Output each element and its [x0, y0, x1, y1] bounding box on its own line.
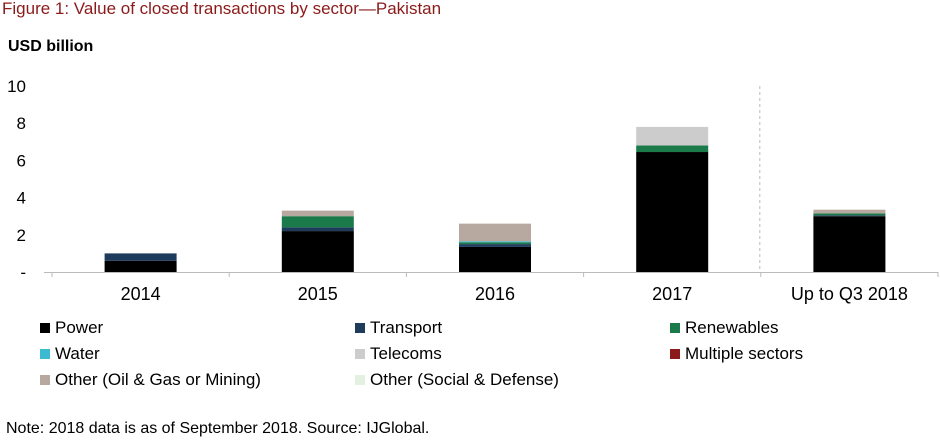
legend-item: Transport — [355, 318, 670, 338]
bar-segment — [636, 152, 709, 272]
legend-swatch — [670, 323, 680, 333]
legend-swatch — [355, 349, 365, 359]
y-axis-ticks: - 2 4 6 8 10 — [7, 77, 26, 282]
legend-item: Renewables — [670, 318, 920, 338]
stacked-bar-chart: - 2 4 6 8 10 2014 2015 2016 2017 Up to Q3 2018 — [7, 77, 939, 304]
y-tick-label: 10 — [7, 77, 26, 96]
legend-label: Power — [55, 318, 104, 337]
legend-label: Transport — [370, 318, 443, 337]
legend-item: Other (Oil & Gas or Mining) — [40, 370, 355, 390]
x-tick-label: Up to Q3 2018 — [791, 284, 908, 304]
legend: Power Transport Renewables Water Telecoms Mul… — [40, 318, 920, 390]
bar-segment — [281, 231, 354, 272]
legend-item: Other (Social & Defense) — [355, 370, 670, 390]
y-tick-label: 4 — [17, 189, 26, 208]
legend-swatch — [40, 349, 50, 359]
figure-title: Figure 1: Value of closed transactions b… — [2, 0, 442, 18]
legend-swatch — [40, 375, 50, 385]
legend-label: Renewables — [685, 318, 779, 337]
bar-segment — [459, 244, 531, 247]
bar-segment — [813, 213, 886, 216]
y-axis-label: USD billion — [8, 38, 94, 55]
bar-segment — [281, 210, 354, 217]
bar-segment — [459, 242, 531, 245]
bar-segment — [281, 216, 354, 228]
bar-segment — [813, 209, 886, 214]
bar-segment — [636, 126, 709, 146]
x-tick-label: 2015 — [298, 284, 338, 304]
legend-swatch — [355, 323, 365, 333]
legend-swatch — [355, 375, 365, 385]
bar-segment — [104, 253, 177, 261]
bar-segment — [813, 215, 886, 217]
legend-item: Power — [40, 318, 355, 338]
y-tick-label: 2 — [17, 226, 26, 245]
bar-segment — [636, 145, 709, 153]
bar-segment — [104, 260, 177, 272]
bar-stacks — [104, 126, 886, 272]
legend-item: Multiple sectors — [670, 344, 920, 364]
legend-label: Other (Oil & Gas or Mining) — [55, 370, 261, 389]
bar-segment — [459, 223, 531, 242]
bar-segment — [459, 246, 531, 272]
legend-swatch — [40, 323, 50, 333]
x-tick-label: 2016 — [475, 284, 515, 304]
x-tick-label: 2014 — [121, 284, 161, 304]
note-text: Note: 2018 data is as of September 2018.… — [6, 420, 430, 437]
legend-swatch — [670, 349, 680, 359]
x-axis-labels: 2014 2015 2016 2017 Up to Q3 2018 — [121, 284, 908, 304]
legend-item: Telecoms — [355, 344, 670, 364]
bar-segment — [281, 227, 354, 232]
legend-item: Water — [40, 344, 355, 364]
bar-segment — [459, 241, 531, 243]
legend-label: Telecoms — [370, 344, 442, 363]
legend-label: Water — [55, 344, 100, 363]
x-tick-label: 2017 — [652, 284, 692, 304]
bar-segment — [813, 216, 886, 272]
legend-label: Multiple sectors — [685, 344, 804, 363]
legend-label: Other (Social & Defense) — [370, 370, 559, 389]
y-tick-label: - — [20, 263, 26, 282]
y-tick-label: 6 — [17, 151, 26, 170]
y-tick-label: 8 — [17, 114, 26, 133]
